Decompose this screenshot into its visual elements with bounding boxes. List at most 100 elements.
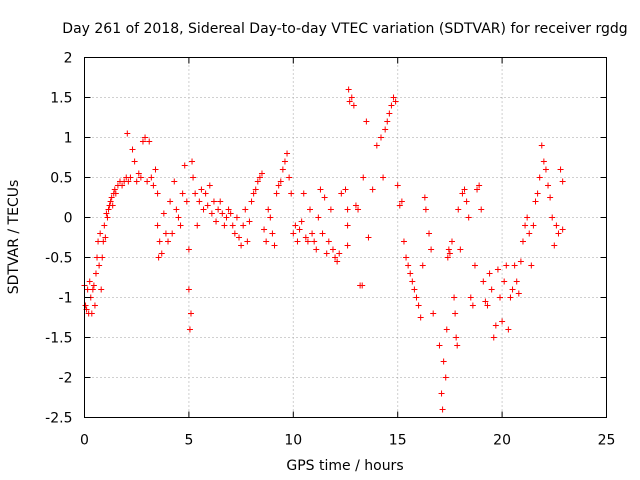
- data-point: [436, 342, 443, 349]
- y-tick-label: 0: [64, 211, 73, 227]
- data-point: [194, 222, 201, 229]
- data-point: [452, 310, 459, 317]
- data-point: [469, 302, 476, 309]
- data-point: [135, 170, 142, 177]
- data-point: [494, 266, 501, 273]
- data-point: [386, 110, 393, 117]
- data-point: [454, 342, 461, 349]
- data-point: [246, 218, 253, 225]
- data-point: [438, 390, 445, 397]
- data-point: [273, 190, 280, 197]
- x-tick-label: 5: [184, 433, 193, 449]
- data-point: [515, 290, 522, 297]
- data-point: [348, 94, 355, 101]
- data-point: [244, 238, 251, 245]
- data-points: [81, 86, 566, 413]
- data-point: [267, 214, 274, 221]
- data-point: [538, 142, 545, 149]
- data-point: [142, 134, 149, 141]
- data-point: [421, 194, 428, 201]
- data-point: [213, 218, 220, 225]
- data-point: [486, 270, 493, 277]
- data-point: [206, 182, 213, 189]
- data-point: [156, 238, 163, 245]
- data-point: [459, 190, 466, 197]
- data-point: [210, 198, 217, 205]
- data-point: [204, 202, 211, 209]
- y-tick-label: 2: [64, 51, 73, 67]
- y-tick-label: -1: [59, 291, 73, 307]
- data-point: [453, 334, 460, 341]
- data-point: [304, 238, 311, 245]
- data-point: [167, 198, 174, 205]
- data-point: [223, 214, 230, 221]
- data-point: [165, 238, 172, 245]
- data-point: [248, 198, 255, 205]
- data-point: [103, 210, 110, 217]
- data-point: [478, 206, 485, 213]
- x-tick-labels: 0 5 10 15 20 25: [80, 433, 615, 449]
- data-point: [236, 234, 243, 241]
- data-point: [238, 242, 245, 249]
- data-point: [133, 178, 140, 185]
- data-point: [242, 206, 249, 213]
- data-point: [484, 302, 491, 309]
- data-point: [231, 230, 238, 237]
- data-point: [482, 298, 489, 305]
- data-point: [298, 218, 305, 225]
- data-point: [95, 238, 102, 245]
- data-point: [336, 250, 343, 257]
- data-point: [400, 238, 407, 245]
- data-point: [292, 222, 299, 229]
- data-point: [428, 246, 435, 253]
- data-point: [463, 198, 470, 205]
- data-point: [148, 174, 155, 181]
- data-point: [187, 310, 194, 317]
- data-point: [327, 206, 334, 213]
- plot-frame: [84, 57, 607, 418]
- data-point: [392, 98, 399, 105]
- data-point: [509, 286, 516, 293]
- x-tick-label: 15: [389, 433, 407, 449]
- y-tick-label: -2: [59, 371, 73, 387]
- data-point: [422, 206, 429, 213]
- data-point: [519, 238, 526, 245]
- data-point: [536, 174, 543, 181]
- data-point: [334, 258, 341, 265]
- data-point: [284, 150, 291, 157]
- data-point: [281, 158, 288, 165]
- data-point: [398, 198, 405, 205]
- y-tick-label: -0.5: [45, 251, 72, 267]
- data-point: [530, 222, 537, 229]
- data-point: [221, 222, 228, 229]
- data-point: [175, 214, 182, 221]
- y-tick-label: 1.5: [50, 91, 72, 107]
- data-point: [346, 98, 353, 105]
- data-point: [300, 190, 307, 197]
- data-point: [189, 158, 196, 165]
- data-point: [131, 158, 138, 165]
- data-point: [540, 158, 547, 165]
- data-point: [233, 214, 240, 221]
- y-tick-label: -2.5: [45, 411, 72, 427]
- data-point: [445, 246, 452, 253]
- data-point: [323, 250, 330, 257]
- data-point: [551, 242, 558, 249]
- data-point: [352, 202, 359, 209]
- data-point: [344, 242, 351, 249]
- data-point: [319, 230, 326, 237]
- axis-ticks: [84, 57, 607, 418]
- data-point: [215, 206, 222, 213]
- data-point: [384, 118, 391, 125]
- data-point: [269, 230, 276, 237]
- data-point: [192, 190, 199, 197]
- data-point: [360, 174, 367, 181]
- data-point: [411, 286, 418, 293]
- data-point: [256, 174, 263, 181]
- data-point: [119, 182, 126, 189]
- data-point: [505, 326, 512, 333]
- data-point: [403, 254, 410, 261]
- data-point: [108, 194, 115, 201]
- data-point: [507, 294, 514, 301]
